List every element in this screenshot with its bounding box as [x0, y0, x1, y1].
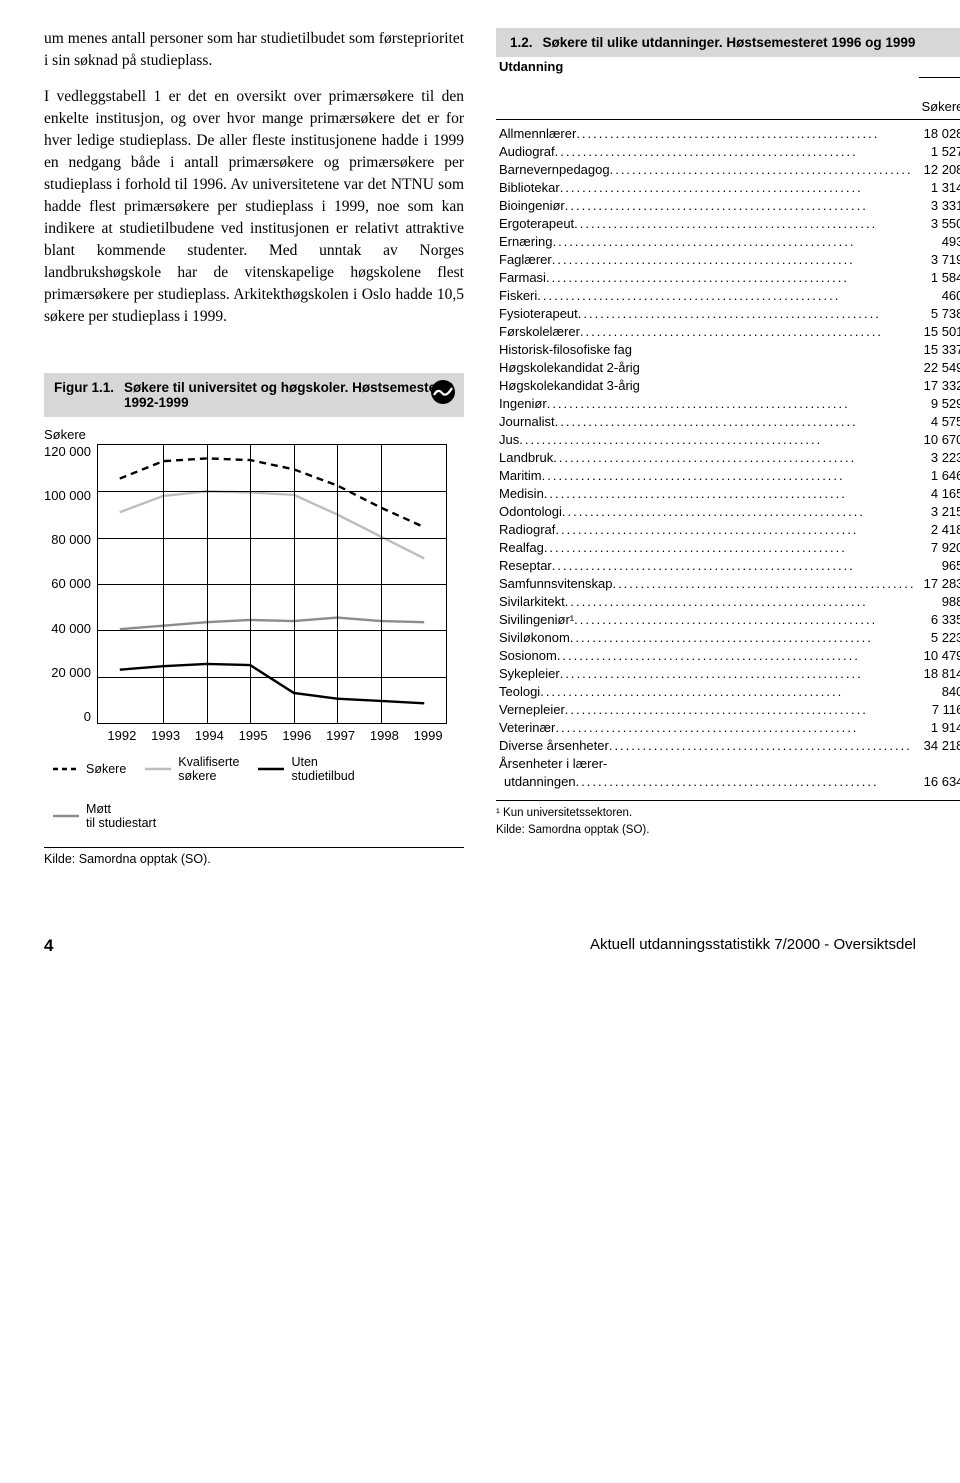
para-2: I vedleggstabell 1 er det en oversikt ov…	[44, 86, 464, 328]
page-footer: 4 Aktuell utdanningsstatistikk 7/2000 - …	[44, 936, 916, 956]
table-row: Sosionom................................…	[496, 646, 960, 664]
data-table: Utdanning 1996 1999 Søkere Andelprimær-s…	[496, 57, 960, 790]
chart-badge-icon	[430, 379, 456, 405]
table-row: Allmennlærer............................…	[496, 119, 960, 142]
legend-item: Kvalifisertesøkere	[144, 755, 239, 784]
table-row: Maritim.................................…	[496, 466, 960, 484]
figure-number: Figur 1.1.	[54, 380, 114, 395]
table-row: Ingeniør................................…	[496, 394, 960, 412]
table-row: Sivilarkitekt...........................…	[496, 592, 960, 610]
table-row: Høgskolekandidat 3-årig17 33243,313 1293…	[496, 376, 960, 394]
footer-text: Aktuell utdanningsstatistikk 7/2000 - Ov…	[590, 936, 916, 956]
page-number: 4	[44, 936, 53, 956]
table-row: Landbruk................................…	[496, 448, 960, 466]
table-row: Fiskeri.................................…	[496, 286, 960, 304]
figure-header: Figur 1.1. Søkere til universitet og høg…	[44, 373, 464, 417]
table-row: Førskolelærer...........................…	[496, 322, 960, 340]
table-row: utdanningen.............................…	[496, 772, 960, 790]
table-row: Bibliotekar.............................…	[496, 178, 960, 196]
table-row: Realfag.................................…	[496, 538, 960, 556]
table-title: Søkere til ulike utdanninger. Høstsemest…	[543, 35, 946, 50]
table-row: Diverse årsenheter......................…	[496, 736, 960, 754]
table-row: Vernepleier.............................…	[496, 700, 960, 718]
table-row: Farmasi.................................…	[496, 268, 960, 286]
col-year-1996: 1996	[919, 57, 960, 77]
table-row: Medisin.................................…	[496, 484, 960, 502]
table-row: Ergoterapeut............................…	[496, 214, 960, 232]
figure-title: Søkere til universitet og høgskoler. Høs…	[124, 380, 454, 410]
chart-plot	[97, 444, 447, 724]
table-row: Radiograf...............................…	[496, 520, 960, 538]
table-row: Historisk-filosofiske fag15 33739,612 06…	[496, 340, 960, 358]
figure-source: Kilde: Samordna opptak (SO).	[44, 847, 464, 866]
col-utdanning: Utdanning	[496, 57, 919, 77]
table-row: Jus.....................................…	[496, 430, 960, 448]
legend-item: Møtttil studiestart	[52, 802, 156, 831]
table-row: Reseptar................................…	[496, 556, 960, 574]
col-sokere-1: Søkere	[919, 77, 960, 119]
table-row: Teologi.................................…	[496, 682, 960, 700]
body-text: um menes antall personer som har studiet…	[44, 28, 464, 328]
table-row: Barnevernpedagog........................…	[496, 160, 960, 178]
table-row: Fysioterapeut...........................…	[496, 304, 960, 322]
table-row: Audiograf...............................…	[496, 142, 960, 160]
chart-ylabel: Søkere	[44, 427, 464, 442]
table-row: Journalist..............................…	[496, 412, 960, 430]
table-footnote: ¹ Kun universitetssektoren. Kilde: Samor…	[496, 800, 960, 840]
table-row: Høgskolekandidat 2-årig22 54935,820 1154…	[496, 358, 960, 376]
table-row: Årsenheter i lærer-	[496, 754, 960, 772]
para-1: um menes antall personer som har studiet…	[44, 28, 464, 72]
legend-item: Søkere	[52, 755, 126, 784]
chart-yaxis: 120 000100 00080 00060 00040 00020 0000	[44, 444, 97, 724]
table-row: Bioingeniør.............................…	[496, 196, 960, 214]
chart-legend: Søkere Kvalifisertesøkere Utenstudietilbud…	[52, 755, 464, 831]
table-row: Ernæring................................…	[496, 232, 960, 250]
table-row: Odontologi..............................…	[496, 502, 960, 520]
table-row: Faglærer................................…	[496, 250, 960, 268]
figure-1-1: Figur 1.1. Søkere til universitet og høg…	[44, 373, 464, 866]
table-row: Sivilingeniør¹..........................…	[496, 610, 960, 628]
legend-item: Utenstudietilbud	[257, 755, 354, 784]
table-row: Sykepleier..............................…	[496, 664, 960, 682]
table-row: Veterinær...............................…	[496, 718, 960, 736]
table-row: Samfunnsvitenskap.......................…	[496, 574, 960, 592]
chart-xaxis: 19921993199419951996199719981999	[100, 728, 450, 743]
table-number: 1.2.	[510, 35, 533, 50]
table-row: Siviløkonom.............................…	[496, 628, 960, 646]
table-header: 1.2. Søkere til ulike utdanninger. Høsts…	[496, 28, 960, 57]
